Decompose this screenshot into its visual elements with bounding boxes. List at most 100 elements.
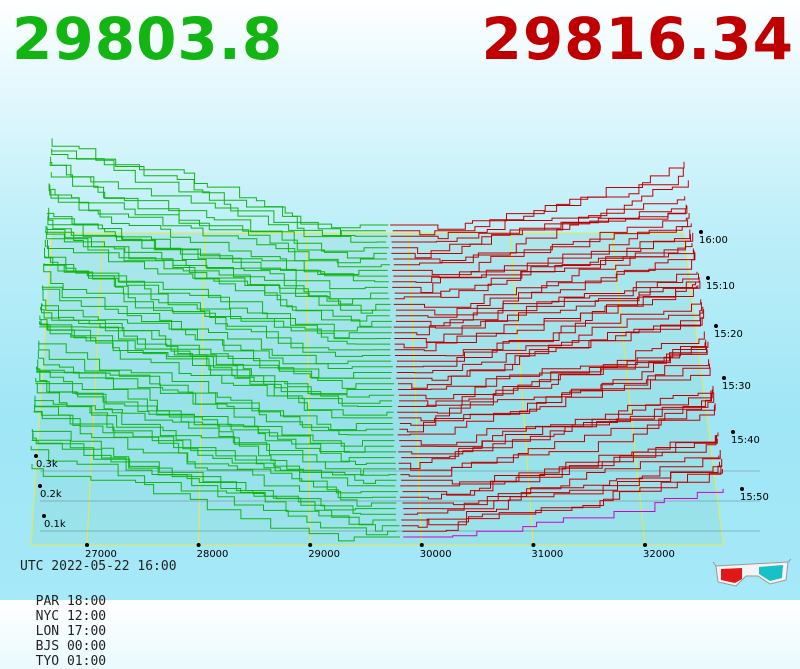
price-tick-dot bbox=[419, 543, 424, 547]
bid-depth-line bbox=[43, 264, 391, 357]
right-edge bbox=[682, 232, 724, 546]
ask-depth-line bbox=[393, 180, 689, 266]
ask-depth-line bbox=[398, 392, 715, 470]
timezone-label: NYC 12:00 bbox=[35, 609, 107, 624]
ask-depth-line bbox=[396, 302, 702, 368]
bid-depth-line bbox=[49, 184, 387, 264]
time-tick-label: 15:30 bbox=[722, 381, 751, 392]
bid-depth-line bbox=[40, 319, 392, 396]
depth-tick-dot bbox=[42, 514, 46, 518]
ask-depth-line bbox=[395, 252, 696, 318]
bid-depth-line bbox=[30, 446, 400, 542]
bid-depth-line bbox=[41, 303, 392, 379]
bid-depth-line bbox=[48, 184, 390, 268]
price-tick-dot bbox=[196, 543, 201, 547]
ask-depth-line bbox=[397, 331, 705, 390]
bid-depth-line bbox=[45, 225, 390, 322]
bid-depth-line bbox=[50, 172, 388, 237]
ask-depth-line bbox=[401, 435, 717, 485]
bid-depth-line bbox=[34, 395, 397, 484]
ask-depth-line bbox=[398, 342, 706, 400]
ask-depth-line bbox=[393, 229, 691, 279]
ask-depth-line bbox=[398, 405, 715, 471]
ask-depth-line bbox=[393, 219, 689, 264]
price-tick-label: 31000 bbox=[531, 549, 563, 560]
ask-depth-line bbox=[396, 316, 703, 374]
price-tick-label: 32000 bbox=[643, 549, 675, 560]
bid-depth-line bbox=[41, 286, 391, 379]
ask-depth-line bbox=[391, 205, 688, 259]
depth-tick-label: 0.2k bbox=[40, 489, 62, 500]
bid-depth-line bbox=[51, 148, 386, 238]
price-tick-dot bbox=[643, 543, 647, 547]
3d-glasses-icon[interactable] bbox=[712, 558, 792, 592]
price-gridline bbox=[198, 232, 206, 546]
timezone-label: BJS 00:00 bbox=[35, 639, 107, 654]
ask-depth-line bbox=[390, 196, 686, 240]
bid-depth-line bbox=[44, 239, 392, 332]
price-tick-dot bbox=[85, 543, 89, 547]
left-edge bbox=[30, 232, 53, 546]
bid-depth-line bbox=[49, 162, 387, 259]
ask-depth-line bbox=[395, 282, 697, 327]
bid-depth-line bbox=[32, 430, 396, 515]
bid-depth-line bbox=[51, 150, 387, 243]
bid-depth-line bbox=[51, 138, 389, 229]
ask-depth-line bbox=[399, 339, 707, 407]
price-tick-label: 27000 bbox=[85, 549, 117, 560]
bid-depth-line bbox=[42, 289, 392, 365]
ask-depth-line bbox=[394, 285, 699, 343]
ask-depth-line bbox=[402, 438, 718, 496]
bid-depth-line bbox=[35, 383, 397, 476]
bid-depth-line bbox=[50, 156, 389, 252]
time-tick-label: 15:10 bbox=[706, 281, 735, 292]
time-tick-label: 15:20 bbox=[714, 329, 743, 340]
bid-depth-line bbox=[36, 367, 397, 453]
ask-depth-line bbox=[403, 461, 720, 510]
time-tick-dot bbox=[706, 276, 710, 280]
ask-depth-line bbox=[397, 367, 711, 436]
depth-chart: 27000 28000 29000 30000 31000 32000 0.1k 0.2k 0.… bbox=[30, 138, 769, 560]
bid-depth-line bbox=[39, 315, 393, 407]
time-tick-dot bbox=[699, 230, 703, 234]
bid-depth-line bbox=[47, 216, 388, 290]
bid-depth-line bbox=[43, 263, 391, 345]
ask-depth-line bbox=[403, 488, 724, 538]
price-tick-label: 30000 bbox=[420, 549, 452, 560]
timezone-label: PAR 18:00 bbox=[35, 594, 107, 609]
ask-depth-line bbox=[397, 346, 707, 407]
bid-depth-line bbox=[31, 429, 397, 525]
ask-depth-line bbox=[400, 393, 712, 447]
ask-depth-line bbox=[403, 450, 721, 515]
bid-depth-line bbox=[34, 400, 398, 494]
price-tick-dot bbox=[308, 543, 313, 547]
bid-depth-line bbox=[36, 382, 394, 453]
time-tick-dot bbox=[722, 376, 726, 380]
time-tick-dot bbox=[740, 487, 744, 491]
ask-depth-line bbox=[392, 223, 692, 293]
bid-depth-line bbox=[33, 411, 397, 507]
time-tick-label: 16:00 bbox=[699, 235, 728, 246]
bid-depth-line bbox=[38, 340, 393, 431]
ask-depth-line bbox=[401, 465, 722, 526]
bid-depth-line bbox=[38, 343, 394, 436]
ask-depth-line bbox=[394, 243, 693, 298]
time-tick-dot bbox=[731, 430, 735, 434]
ask-depth-line bbox=[397, 349, 708, 414]
bid-depth-line bbox=[46, 212, 391, 311]
ask-depth-line bbox=[392, 213, 690, 276]
ask-depth-line bbox=[392, 234, 691, 283]
depth-tick-label: 0.1k bbox=[44, 519, 66, 530]
timezone-label: TYO 01:00 bbox=[35, 654, 107, 669]
bid-depth-line bbox=[36, 371, 396, 465]
bid-price: 29803.8 bbox=[12, 5, 284, 73]
ask-depth-line bbox=[391, 209, 686, 243]
bid-depth-line bbox=[32, 432, 396, 511]
ask-depth-line bbox=[393, 286, 697, 329]
bid-depth-line bbox=[35, 377, 397, 476]
ask-price: 29816.34 bbox=[481, 5, 794, 73]
utc-timestamp: UTC 2022-05-22 16:00 bbox=[20, 559, 177, 574]
bid-depth-line bbox=[43, 264, 391, 351]
ask-depth-line bbox=[402, 455, 720, 506]
ask-depth-line bbox=[392, 204, 687, 254]
